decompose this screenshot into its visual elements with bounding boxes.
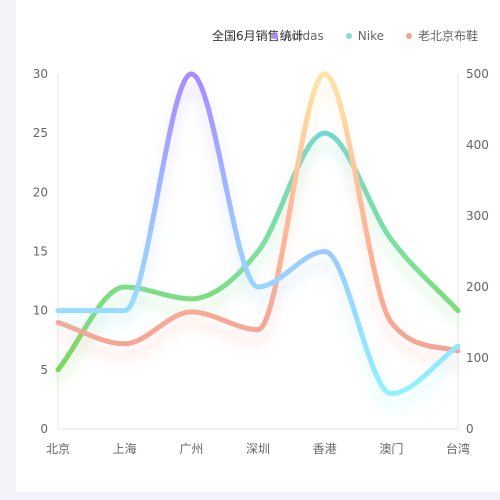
- legend-marker-nike: [345, 32, 352, 39]
- x-tick-label: 深圳: [246, 442, 270, 456]
- series-1-point-2: [189, 296, 194, 301]
- y-left-tick-label: 25: [33, 126, 48, 140]
- series-2-point-2: [189, 309, 194, 314]
- legend-item-nike[interactable]: Nike: [345, 28, 384, 43]
- series-1-line: [55, 130, 461, 373]
- series-0-point-5: [389, 391, 394, 396]
- series-1-point-3: [256, 249, 261, 254]
- y-left-tick-label: 30: [33, 67, 48, 81]
- series-0-point-1: [122, 308, 127, 313]
- x-tick-label: 北京: [46, 442, 70, 456]
- y-left-tick-label: 5: [40, 363, 48, 377]
- y-left-tick-label: 0: [40, 422, 48, 436]
- series-1-point-5: [389, 237, 394, 242]
- series-2-line: [55, 71, 461, 354]
- legend-marker-adidas: [271, 32, 278, 39]
- page-bottom-margin: [0, 492, 500, 500]
- legend-label-buxie: 老北京布鞋: [417, 29, 478, 43]
- x-tick-label: 广州: [179, 442, 203, 456]
- x-tick-label: 上海: [113, 441, 137, 456]
- y-right-tick-label: 400: [466, 138, 489, 152]
- legend-marker-buxie: [405, 32, 412, 39]
- series-2-point-5: [389, 320, 394, 325]
- y-right-tick-label: 500: [466, 67, 489, 81]
- legend-label-nike: Nike: [357, 28, 384, 43]
- series-0-point-4: [322, 249, 327, 254]
- legend-item-adidas[interactable]: Adidas: [271, 28, 324, 43]
- y-right-tick-label: 300: [466, 209, 489, 223]
- series-0-line: [55, 71, 461, 396]
- y-left-tick-label: 15: [33, 245, 48, 259]
- series-1-shadow: [54, 141, 461, 385]
- series-0-point-6: [456, 344, 461, 349]
- x-tick-label: 澳门: [379, 441, 403, 456]
- series-0-point-0: [56, 308, 61, 313]
- y-left-tick-label: 10: [33, 304, 48, 318]
- x-tick-label: 台湾: [446, 441, 470, 456]
- series-1-point-4: [322, 131, 327, 136]
- series-1-point-6: [456, 308, 461, 313]
- series-0-point-2: [189, 72, 194, 77]
- x-tick-label: 香港: [313, 442, 337, 456]
- series-1-point-1: [122, 285, 127, 290]
- series-2-point-1: [122, 341, 127, 346]
- legend: Adidas Nike 老北京布鞋: [271, 27, 478, 44]
- series-0-point-3: [256, 285, 261, 290]
- series-2-point-4: [322, 72, 327, 77]
- legend-label-adidas: Adidas: [283, 28, 324, 43]
- legend-item-buxie[interactable]: 老北京布鞋: [405, 27, 478, 44]
- chart-title: 全国6月销售统计: [212, 29, 304, 43]
- series-2-point-3: [256, 327, 261, 332]
- y-left-tick-label: 20: [33, 185, 48, 199]
- series-0-shadow: [57, 81, 461, 410]
- y-right-tick-label: 0: [466, 422, 474, 436]
- series-1-point-0: [56, 367, 61, 372]
- y-right-tick-label: 200: [466, 280, 489, 294]
- y-right-tick-label: 100: [466, 351, 489, 365]
- page-left-margin: [0, 0, 16, 500]
